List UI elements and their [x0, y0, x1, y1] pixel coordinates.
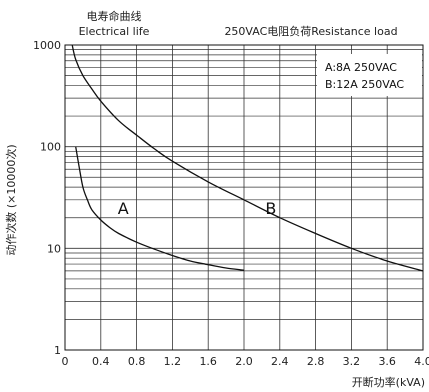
- x-tick-label: 4.0: [414, 355, 429, 368]
- plot-frame: [64, 44, 424, 351]
- x-tick-label: 0.4: [92, 355, 110, 368]
- chart-title-en: Electrical life: [79, 25, 150, 38]
- x-tick-label: 2.4: [271, 355, 289, 368]
- tick-labels: 0 0.4 0.8 1.2 1.6 2.0 2.4 2.8 3.2 3.6 4.0 1 10 100 100…: [33, 39, 429, 368]
- y-axis-label: 动作次数 (×10000次): [4, 144, 18, 255]
- legend-entry-a: A:8A 250VAC: [325, 61, 397, 74]
- x-axis-label: 开断功率(kVA): [352, 375, 425, 389]
- chart-title-cn: 电寿命曲线: [87, 9, 142, 23]
- curve-label-b: B: [265, 199, 276, 218]
- x-tick-label: 1.2: [164, 355, 182, 368]
- y-tick-label: 1000: [33, 39, 61, 52]
- legend-entry-b: B:12A 250VAC: [325, 78, 404, 91]
- curve-a: [75, 146, 245, 271]
- curve-label-a: A: [118, 199, 129, 218]
- y-tick-label: 1: [54, 344, 61, 357]
- x-tick-label: 3.6: [378, 355, 396, 368]
- chart-subtitle: 250VAC电阻负荷Resistance load: [224, 24, 397, 38]
- y-tick-label: 100: [40, 141, 61, 154]
- x-tick-label: 2.0: [235, 355, 253, 368]
- curve-b: [71, 44, 424, 272]
- legend-box: [317, 54, 422, 96]
- x-tick-label: 1.6: [199, 355, 217, 368]
- x-tick-label: 0: [62, 355, 69, 368]
- x-tick-label: 2.8: [307, 355, 325, 368]
- x-tick-label: 0.8: [128, 355, 146, 368]
- x-tick-label: 3.2: [343, 355, 361, 368]
- y-tick-label: 10: [47, 242, 61, 255]
- legend: A:8A 250VAC B:12A 250VAC: [317, 54, 422, 96]
